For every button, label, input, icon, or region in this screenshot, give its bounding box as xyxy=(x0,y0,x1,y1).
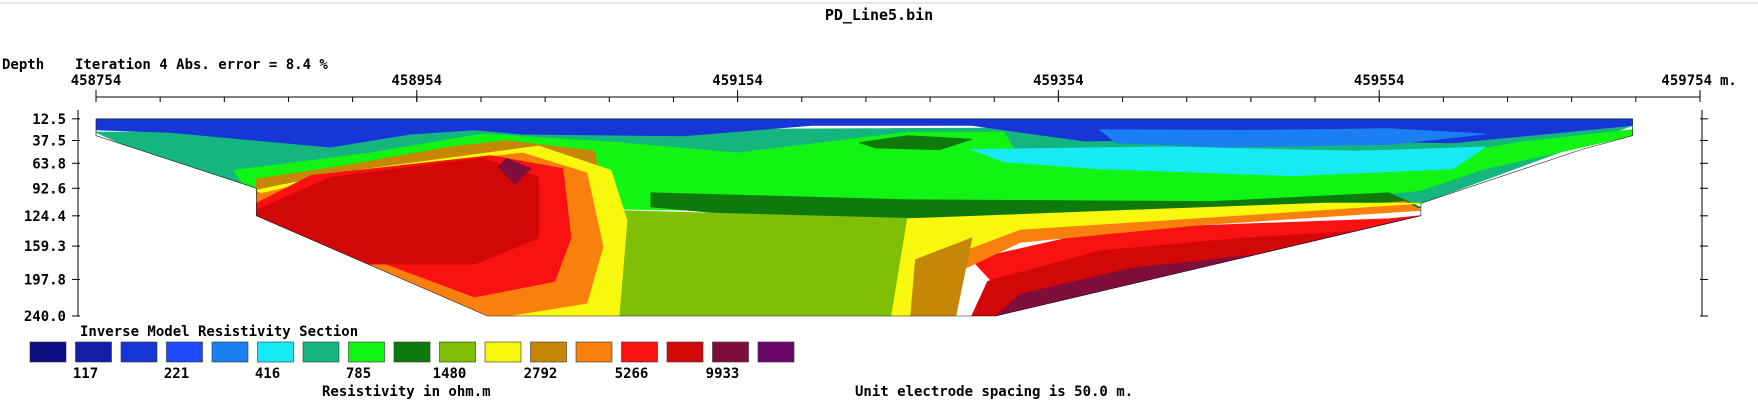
x-axis: 458754 458954 459154 459354 459554 459754 xyxy=(71,73,1712,102)
depth-tick-label: 159.3 xyxy=(24,239,66,255)
legend-swatch xyxy=(712,341,749,363)
chart-title: PD_Line5.bin xyxy=(825,6,933,24)
resistivity-region-12 xyxy=(859,135,972,151)
x-tick-label: 458954 xyxy=(392,73,443,89)
legend-tick-label: 221 xyxy=(164,366,189,382)
resistivity-region-9 xyxy=(497,157,532,186)
legend-swatch xyxy=(439,341,476,363)
legend-tick-label: 1480 xyxy=(433,366,467,382)
legend-swatch xyxy=(666,341,704,363)
x-tick-label: 459154 xyxy=(712,73,763,89)
resistivity-region-16 xyxy=(891,202,1421,316)
section-title: Inverse Model Resistivity Section xyxy=(80,324,358,340)
legend-swatch xyxy=(393,341,431,363)
legend-swatch xyxy=(120,341,158,363)
legend-tick-label: 5266 xyxy=(615,366,649,382)
resistivity-region-13 xyxy=(971,146,1487,177)
section-fill xyxy=(96,118,1633,316)
legend-swatch xyxy=(348,341,385,363)
legend-tick-label: 2792 xyxy=(524,366,558,382)
depth-tick-label: 92.6 xyxy=(32,181,66,197)
legend-swatch xyxy=(575,341,613,363)
x-tick-label: 459554 xyxy=(1354,73,1405,89)
depth-tick-label: 12.5 xyxy=(32,112,66,128)
legend-swatch xyxy=(757,341,795,363)
x-tick-label: 458754 xyxy=(71,73,122,89)
depth-axis-right xyxy=(1700,110,1708,317)
depth-tick-label: 63.8 xyxy=(32,156,66,172)
legend-swatch xyxy=(75,341,112,363)
depth-tick-label: 37.5 xyxy=(32,134,66,150)
legend-swatch xyxy=(257,341,294,363)
resistivity-region-17 xyxy=(910,237,973,316)
depth-tick-label: 124.4 xyxy=(24,209,66,225)
legend-tick-label: 416 xyxy=(255,366,280,382)
x-axis-unit: m. xyxy=(1720,73,1737,89)
legend-swatch xyxy=(302,341,340,363)
resistivity-region-11 xyxy=(1098,128,1486,148)
legend-swatch xyxy=(621,341,658,363)
section-outline xyxy=(95,118,1633,317)
legend-swatch xyxy=(29,341,67,363)
colorbar-legend: 117 221 416 785 1480 2792 5266 9933 xyxy=(29,341,795,382)
legend-tick-label: 117 xyxy=(73,366,98,382)
x-tick-label: 459354 xyxy=(1033,73,1084,89)
colorbar-label: Resistivity in ohm.m xyxy=(322,384,491,400)
legend-swatch xyxy=(166,341,203,363)
legend-tick-label: 785 xyxy=(346,366,371,382)
depth-tick-label: 240.0 xyxy=(24,309,66,325)
electrode-spacing-text: Unit electrode spacing is 50.0 m. xyxy=(855,384,1133,400)
legend-swatch xyxy=(530,341,567,363)
legend-swatch xyxy=(484,341,522,363)
depth-label: Depth xyxy=(2,57,44,73)
x-tick-label: 459754 xyxy=(1661,73,1712,89)
legend-tick-label: 9933 xyxy=(706,366,740,382)
iteration-error-text: Iteration 4 Abs. error = 8.4 % xyxy=(75,57,328,73)
legend-swatch xyxy=(211,341,249,363)
resistivity-region-10 xyxy=(96,118,1633,148)
depth-tick-label: 197.8 xyxy=(24,272,66,288)
depth-axis: 12.5 37.5 63.8 92.6 124.4 159.3 197.8 240.0 xyxy=(24,110,80,325)
